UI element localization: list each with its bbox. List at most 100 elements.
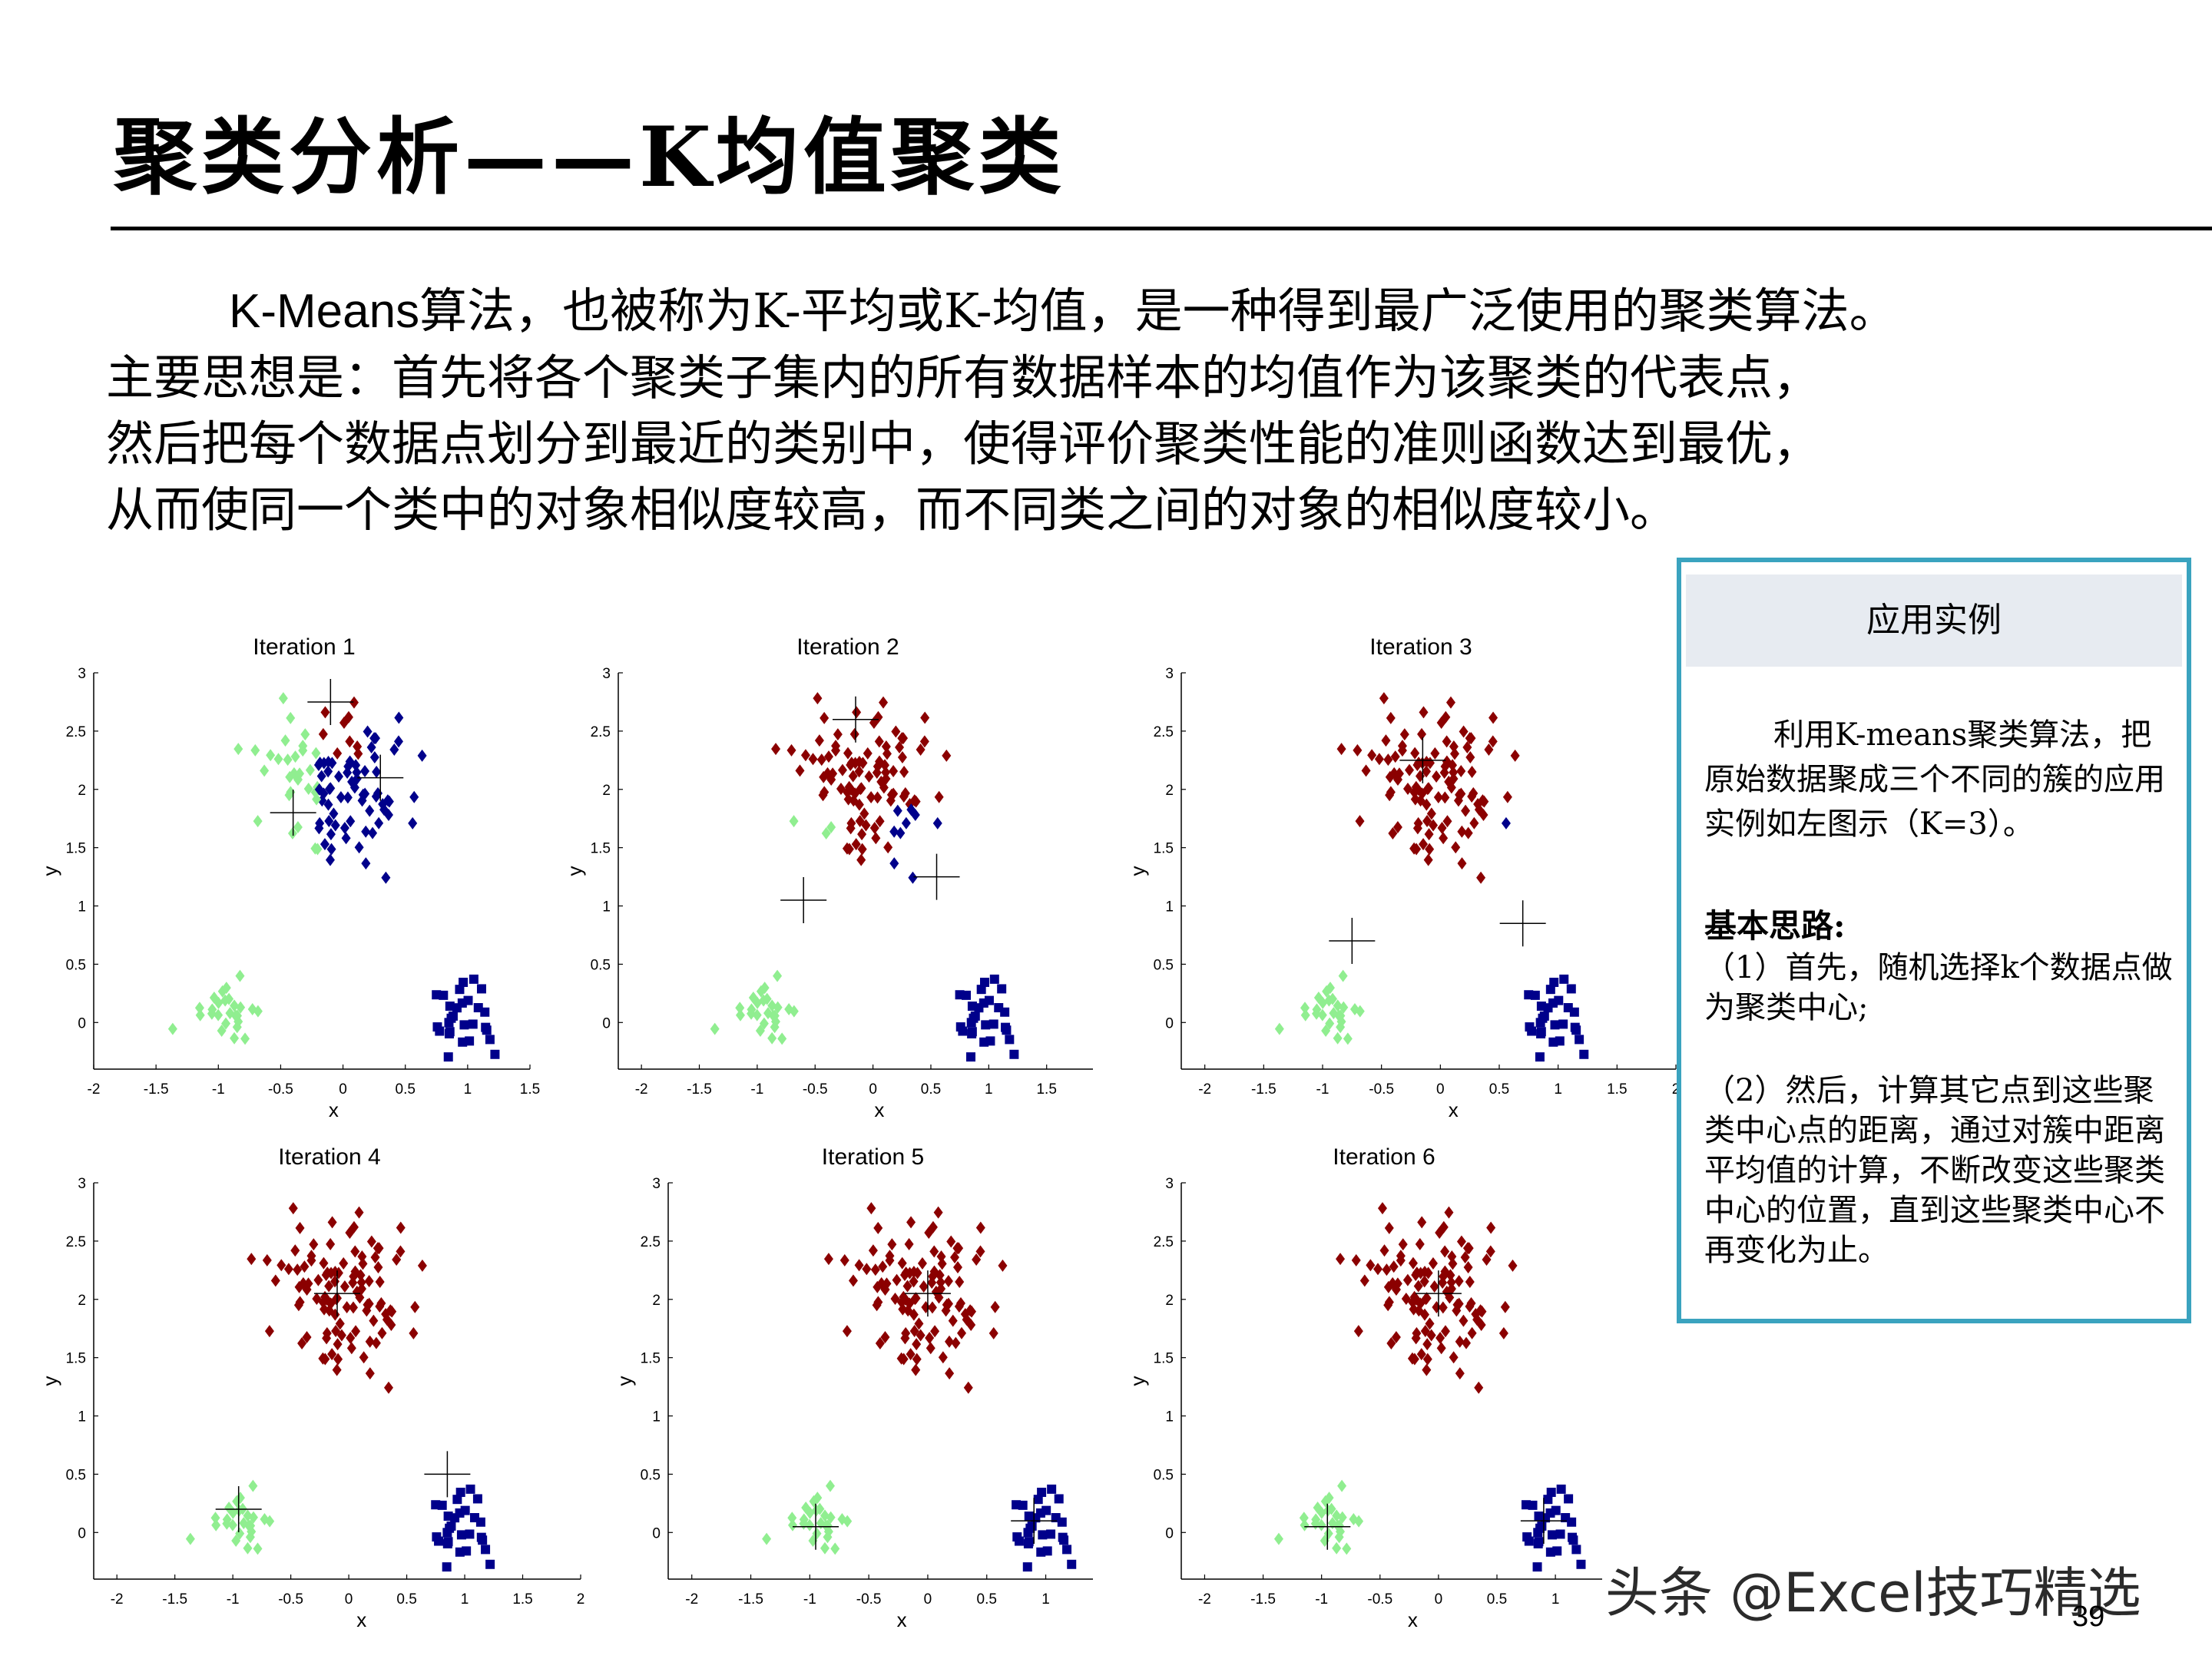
data-point	[311, 747, 321, 760]
data-point	[1033, 1495, 1043, 1505]
data-point	[1416, 1297, 1426, 1310]
data-point	[323, 765, 333, 778]
data-point	[235, 969, 245, 982]
data-point	[1273, 1532, 1283, 1545]
data-point	[1419, 1275, 1429, 1288]
data-point	[339, 1257, 349, 1270]
data-point	[235, 1527, 245, 1540]
data-point	[975, 1221, 985, 1234]
data-point	[1311, 1513, 1321, 1526]
data-point	[823, 750, 833, 763]
data-point	[1333, 999, 1343, 1012]
data-point	[389, 743, 399, 756]
data-point	[1556, 1484, 1566, 1494]
data-point	[1462, 740, 1472, 753]
data-point	[1390, 750, 1400, 763]
x-tick-label: 0.5	[977, 1591, 997, 1608]
intro-kmeans-term: K-Means	[229, 285, 420, 338]
data-point	[1423, 782, 1433, 795]
data-point	[1501, 816, 1511, 830]
data-point	[1449, 740, 1459, 753]
y-tick-label: 2	[602, 783, 611, 799]
y-tick-label: 0	[1165, 1015, 1174, 1031]
data-point	[1488, 735, 1498, 748]
data-point	[408, 816, 418, 830]
data-point	[312, 793, 322, 806]
data-point	[820, 711, 830, 724]
data-point	[1422, 798, 1432, 811]
data-point	[295, 1221, 305, 1234]
y-tick-label: 1	[1165, 1409, 1174, 1426]
data-point	[1461, 804, 1471, 817]
data-point	[837, 763, 847, 777]
data-point	[326, 843, 336, 856]
data-point	[873, 1280, 882, 1293]
data-point	[334, 770, 344, 783]
data-point	[1476, 871, 1486, 884]
data-point	[905, 1297, 915, 1310]
data-point	[997, 984, 1007, 994]
data-point	[897, 732, 907, 745]
x-axis-label: x	[356, 1608, 366, 1631]
data-point	[934, 1291, 944, 1304]
data-point	[784, 1003, 794, 1016]
data-point	[814, 734, 824, 747]
x-tick-label: 1	[985, 1081, 993, 1098]
data-point	[374, 816, 384, 830]
data-point	[1579, 1049, 1589, 1059]
data-point	[1440, 760, 1450, 773]
title-divider	[111, 227, 2212, 230]
data-point	[349, 781, 359, 794]
data-point	[316, 770, 326, 783]
x-tick-label: -0.5	[803, 1081, 828, 1098]
data-point	[812, 1527, 822, 1540]
data-point	[815, 1502, 825, 1515]
y-tick-label: 2.5	[66, 724, 86, 740]
data-point	[1353, 1325, 1363, 1338]
data-point	[1435, 1332, 1445, 1345]
data-point	[1316, 1518, 1326, 1532]
data-point	[1428, 1257, 1438, 1270]
data-point	[1337, 1479, 1347, 1492]
centroid-marker	[1304, 1503, 1351, 1550]
data-point	[1388, 826, 1398, 839]
data-point	[1300, 1008, 1310, 1022]
centroid-marker	[1499, 900, 1546, 947]
data-point	[298, 740, 308, 753]
data-point	[1455, 788, 1465, 801]
x-tick-label: -0.5	[268, 1081, 293, 1098]
data-point	[1367, 749, 1377, 762]
data-point	[976, 985, 986, 995]
data-point	[925, 1332, 935, 1345]
data-point	[1455, 1335, 1465, 1348]
data-point	[981, 1020, 991, 1030]
data-point	[1402, 1273, 1412, 1286]
data-point	[948, 1314, 958, 1327]
y-tick-label: 1.5	[66, 841, 86, 857]
data-point	[972, 1253, 982, 1266]
data-point	[1502, 790, 1512, 803]
data-point	[321, 1268, 331, 1281]
data-point	[1440, 1325, 1450, 1338]
data-point	[1035, 1508, 1045, 1518]
iteration-chart-6: -2 -1.5 -1 -0.5 0 0.5 1 3 2.5 2 1.5 1 0.5 0 Iteration …	[1126, 1144, 1602, 1631]
x-tick-label: -1	[227, 1591, 240, 1608]
x-axis-label: x	[329, 1098, 339, 1121]
data-point	[1328, 992, 1338, 1005]
data-point	[830, 1542, 840, 1555]
y-tick-label: 2.5	[591, 724, 611, 740]
x-tick-label: -0.5	[1369, 1081, 1394, 1098]
data-point	[363, 725, 373, 738]
data-point	[339, 717, 349, 730]
data-point	[866, 1202, 876, 1215]
data-point	[901, 1326, 911, 1339]
slide-title: 聚类分析——K均值聚类	[114, 109, 1066, 206]
x-tick-label: -2	[635, 1081, 648, 1098]
data-point	[826, 1479, 836, 1492]
data-point	[880, 1330, 890, 1343]
x-tick-label: 2	[1672, 1081, 1681, 1098]
data-point	[1536, 1027, 1546, 1037]
data-point	[848, 1274, 858, 1287]
data-point	[1054, 1494, 1064, 1504]
data-point	[386, 1318, 396, 1331]
